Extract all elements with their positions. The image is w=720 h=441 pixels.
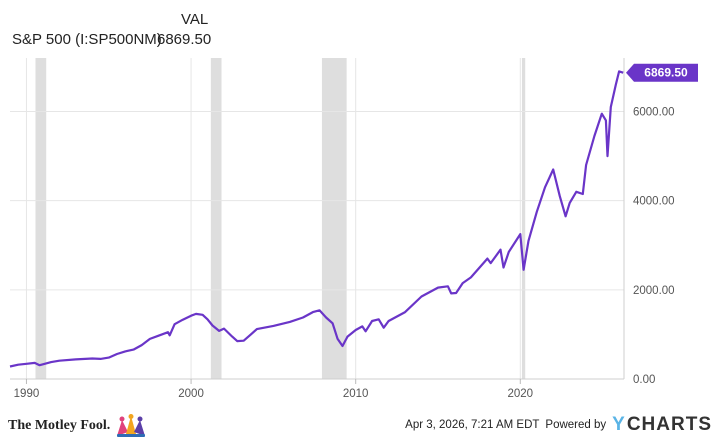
jester-hat-icon <box>117 414 146 437</box>
recession-band-1 <box>210 58 222 379</box>
x-tick-label-2: 2010 <box>343 388 369 400</box>
legend-series-value: 6869.50 <box>157 31 212 48</box>
last-value-badge: 6869.50 <box>626 63 698 82</box>
footer-powered-by: Powered by <box>545 419 607 431</box>
recession-band-3 <box>521 58 526 379</box>
axes: 1990 2000 2010 2020 0.00 2000.00 4000.00 6000.0… <box>10 58 675 400</box>
grid-lines <box>10 58 624 379</box>
y-tick-label-0: 0.00 <box>633 374 655 386</box>
footer-brand-area: The Motley Fool. <box>8 414 148 438</box>
recession-bands <box>35 58 526 379</box>
footer-attribution: Apr 3, 2026, 7:21 AM EDT Powered by Y CH… <box>405 414 712 436</box>
ycharts-logo-y: Y <box>612 414 626 435</box>
legend-series-name: S&P 500 (I:SP500NM) <box>12 31 162 48</box>
last-value-badge-label: 6869.50 <box>644 66 688 80</box>
footer-timestamp: Apr 3, 2026, 7:21 AM EDT <box>405 419 540 431</box>
x-tick-label-0: 1990 <box>14 388 40 400</box>
motley-fool-brand: The Motley Fool. <box>8 418 111 433</box>
legend-column-header: VAL <box>181 11 209 28</box>
series-line-layer <box>9 70 624 368</box>
y-tick-label-3: 6000.00 <box>633 107 675 119</box>
recession-band-0 <box>35 58 47 379</box>
last-value-badge-shape <box>626 63 698 82</box>
series-line-sp500 <box>9 70 624 368</box>
y-tick-label-1: 2000.00 <box>633 285 675 297</box>
ycharts-logo: Y CHARTS <box>612 414 712 436</box>
x-tick-label-3: 2020 <box>507 388 533 400</box>
ycharts-logo-text: CHARTS <box>626 414 712 435</box>
y-tick-label-2: 4000.00 <box>633 196 675 208</box>
x-tick-label-1: 2000 <box>178 388 204 400</box>
